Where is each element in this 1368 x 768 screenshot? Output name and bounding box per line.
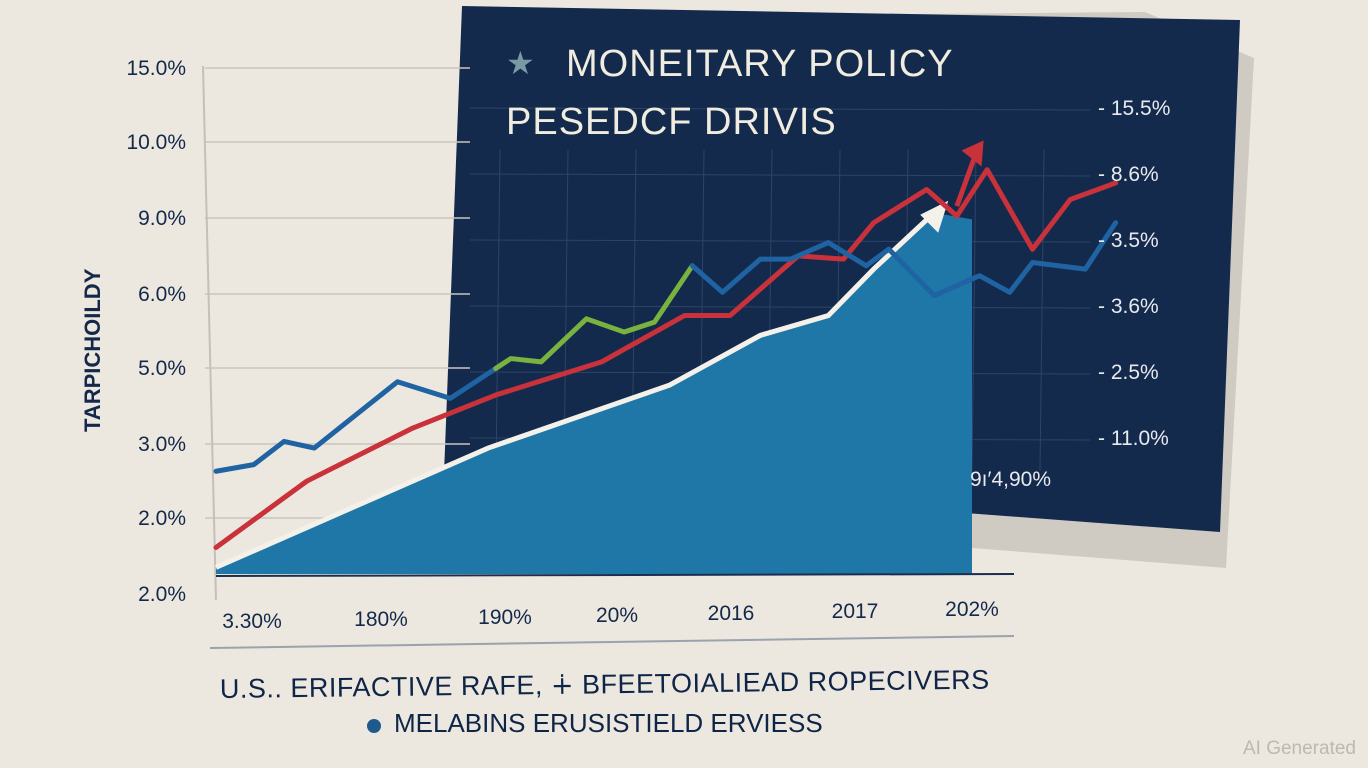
right-tick-label: - 3.6% <box>1098 295 1159 318</box>
left-tick-label: 3.0% <box>138 433 186 456</box>
left-tick-label: 5.0% <box>138 357 186 380</box>
blue-line-path <box>213 366 499 474</box>
green-line-path <box>493 263 695 372</box>
x-tick-label: 20% <box>596 604 638 627</box>
right-tick-label: - 3.5% <box>1098 229 1159 252</box>
red-line-path <box>213 167 1119 550</box>
series-layer <box>213 140 1119 574</box>
x-axis-label: U.S.. ERIFACTIVE RAFE, ∔ BFEETOIALIEAD R… <box>220 665 990 704</box>
y-axis-label: TARPICHOILDY <box>80 268 105 432</box>
legend-marker <box>367 719 381 733</box>
panel-hgridline <box>469 107 1091 111</box>
x-tick-label: 3.30% <box>222 610 282 633</box>
left-tick-label: 10.0% <box>126 131 186 154</box>
x-tick-label: 202% <box>945 598 999 621</box>
right-tick-label: - 11.0% <box>1098 427 1169 450</box>
area-series-fill <box>216 212 972 574</box>
y-axis-line <box>202 65 217 601</box>
panel-hgridline <box>469 305 1091 309</box>
left-tick-label: 6.0% <box>138 283 186 306</box>
x-tick-label: 2017 <box>832 600 879 623</box>
x-axis-line <box>215 573 1015 577</box>
right-tick-label: - 2.5% <box>1098 361 1159 384</box>
right-tick-label: - 15.5% <box>1098 97 1170 120</box>
x-tick-label: 2016 <box>708 602 755 625</box>
panel-vgridline <box>1039 149 1045 471</box>
red-arrowhead <box>961 140 984 167</box>
x-ticks: 3.30% 180% 190% 20% 2016 2017 202% <box>222 598 999 633</box>
chart-title-line1: MONEITARY POLICY <box>566 43 954 85</box>
chart-title-line2: PESEDCF DRIVIS <box>506 101 837 143</box>
panel-vgridline <box>495 149 501 471</box>
left-grid <box>205 67 470 519</box>
x-axis-lower-line <box>209 635 1015 649</box>
right-tick-label: - 8.6% <box>1098 163 1159 186</box>
left-tick-label: 9.0% <box>138 207 186 230</box>
x-tick-label: 190% <box>478 606 532 629</box>
area-arrowhead <box>920 200 949 233</box>
panel-hgridline <box>469 239 1091 243</box>
watermark-label: AI Generated <box>1242 738 1356 759</box>
star-icon: ★ <box>506 44 535 82</box>
left-tick-label: 2.0% <box>138 583 186 606</box>
annotation-label: 9ı′4,90% <box>970 468 1051 491</box>
blue-line-2-path <box>689 220 1119 299</box>
left-tick-label: 15.0% <box>126 57 186 80</box>
panel-vgridline <box>971 149 977 471</box>
panel-vgridline <box>563 149 569 471</box>
x-tick-label: 180% <box>354 608 408 631</box>
right-ticks: - 15.5% - 8.6% - 3.5% - 3.6% - 2.5% - 11.0% <box>1098 97 1170 450</box>
legend-label: MELABINS ERUSISTIELD ERVIESS <box>394 708 823 738</box>
red-arrow-shaft <box>954 153 978 207</box>
left-ticks: 15.0% 10.0% 9.0% 6.0% 5.0% 3.0% 2.0% 2.0% <box>126 57 186 606</box>
left-tick-label: 2.0% <box>138 507 186 530</box>
panel-hgridline <box>469 173 1091 177</box>
area-series-edge <box>214 210 936 570</box>
